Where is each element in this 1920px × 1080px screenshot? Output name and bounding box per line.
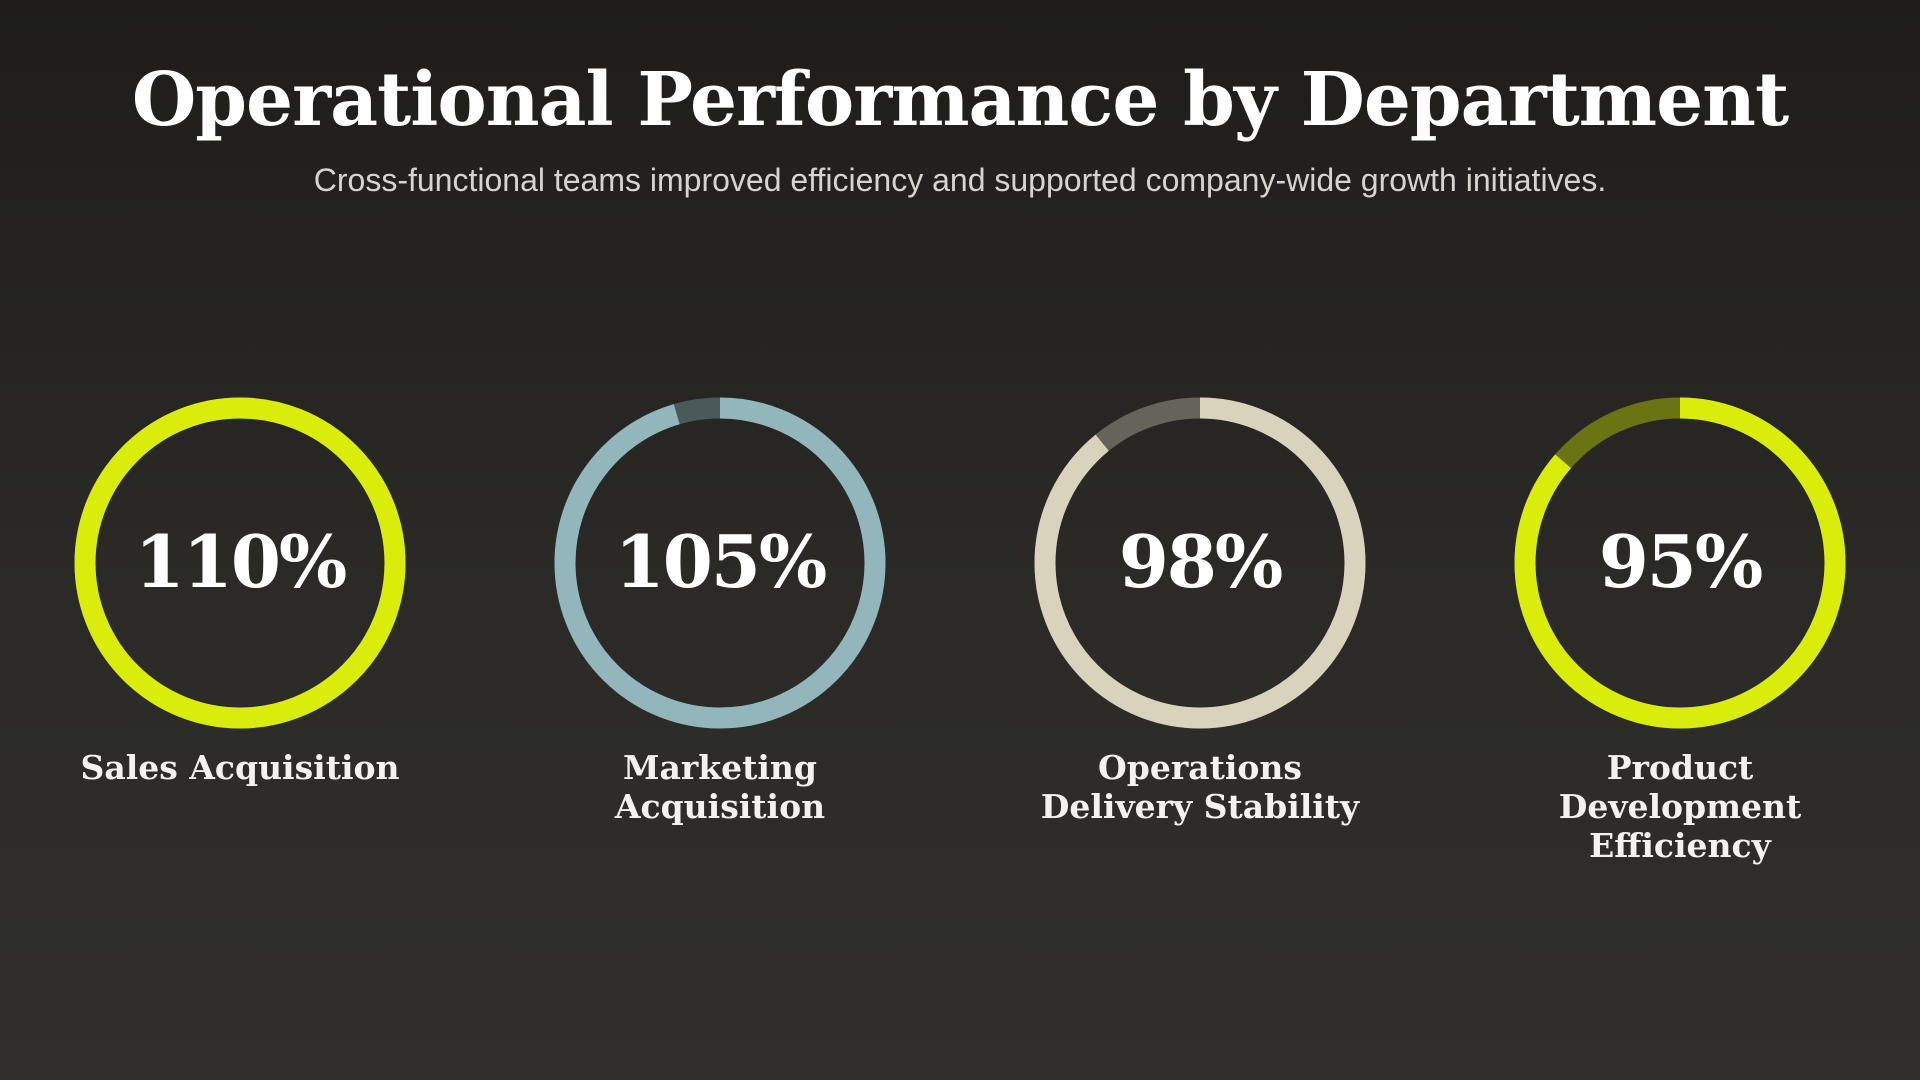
donut-value-sales-acquisition: 110% <box>134 519 348 604</box>
donut-marketing-acquisition: 105% Marketing Acquisition <box>480 0 960 1080</box>
header: Operational Performance by Department Cr… <box>0 54 1920 200</box>
donut-label-operations-delivery-stability: Operations Delivery Stability <box>1040 748 1360 826</box>
donut-ring-sales-acquisition <box>74 397 406 729</box>
donut-ring-product-development-efficiency <box>1514 397 1846 729</box>
donut-value-marketing-acquisition: 105% <box>614 519 828 604</box>
donut-operations-delivery-stability: 98% Operations Delivery Stability <box>960 0 1440 1080</box>
donut-label-sales-acquisition: Sales Acquisition <box>80 748 400 787</box>
page-subtitle: Cross-functional teams improved efficien… <box>313 162 1607 198</box>
donut-arc-operations-delivery-stability <box>1034 397 1366 729</box>
donut-arc-product-development-efficiency <box>1514 397 1846 729</box>
donut-sales-acquisition: 110% Sales Acquisition <box>0 0 480 1080</box>
donut-product-development-efficiency: 95% Product Development Efficiency <box>1440 0 1920 1080</box>
donut-ring-operations-delivery-stability <box>1034 397 1366 729</box>
page-title: Operational Performance by Department <box>131 57 1789 143</box>
donut-value-product-development-efficiency: 95% <box>1598 519 1764 604</box>
donut-label-product-development-efficiency: Product Development Efficiency <box>1558 748 1802 865</box>
donut-label-marketing-acquisition: Marketing Acquisition <box>614 748 826 826</box>
donut-value-operations-delivery-stability: 98% <box>1118 519 1284 604</box>
donut-arc-sales-acquisition <box>74 397 406 729</box>
donut-arc-marketing-acquisition <box>554 397 886 729</box>
donut-ring-marketing-acquisition <box>554 397 886 729</box>
